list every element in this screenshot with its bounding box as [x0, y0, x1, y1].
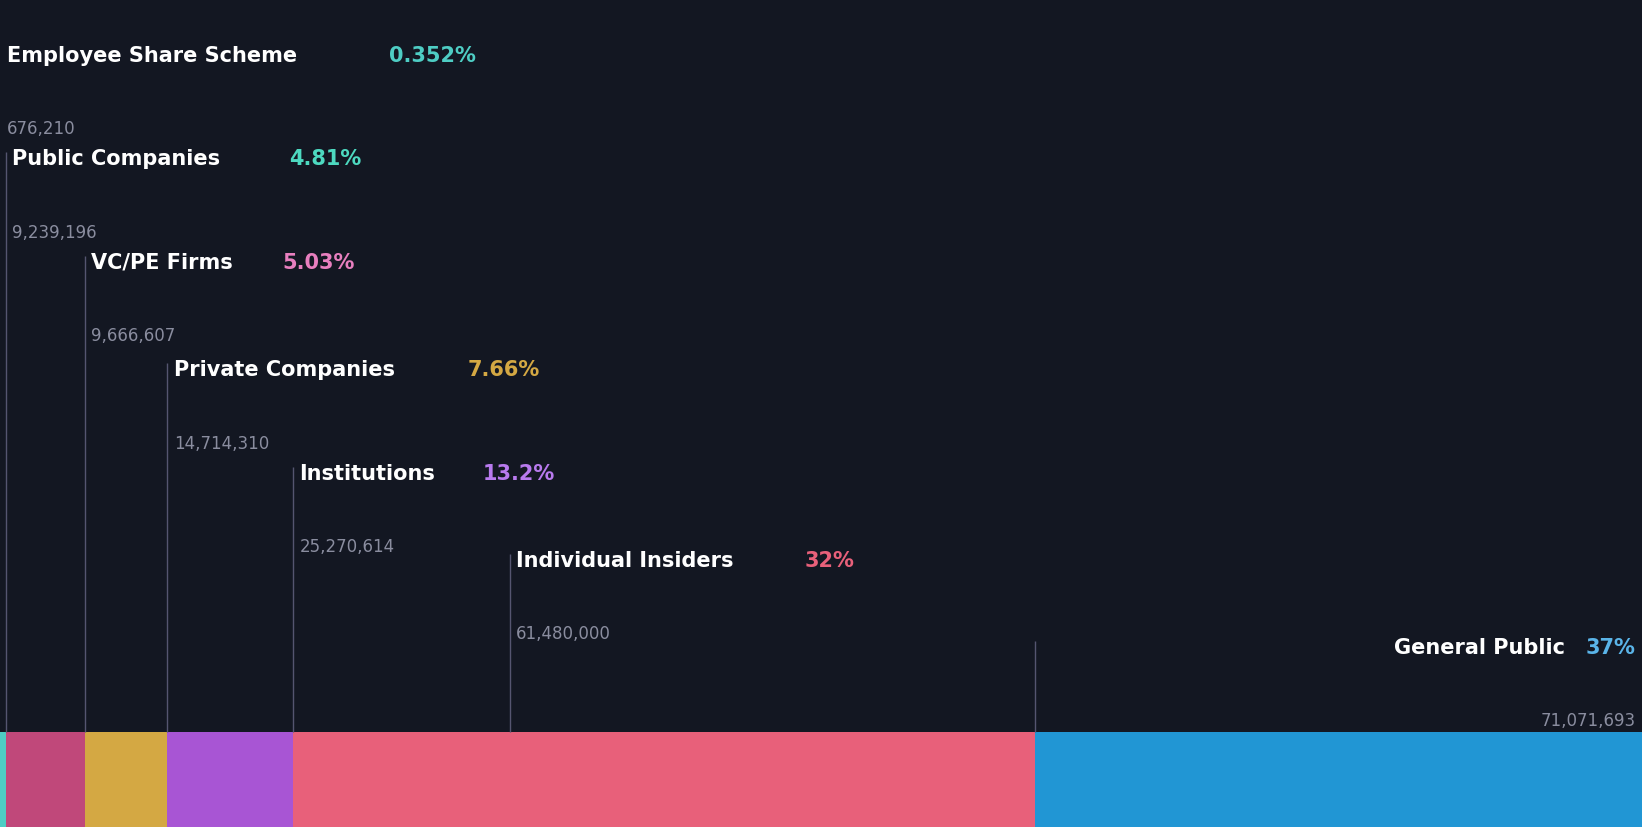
Text: 32%: 32% [805, 550, 855, 570]
Bar [7, 732, 85, 827]
Text: Private Companies: Private Companies [174, 360, 394, 380]
Bar [509, 732, 1034, 827]
Bar [167, 732, 292, 827]
Bar [292, 732, 509, 827]
Text: Individual Insiders: Individual Insiders [516, 550, 734, 570]
Text: 0.352%: 0.352% [389, 45, 476, 65]
Text: 14,714,310: 14,714,310 [174, 434, 269, 452]
Text: 9,239,196: 9,239,196 [13, 223, 97, 241]
Text: 71,071,693: 71,071,693 [1540, 711, 1635, 729]
Text: 5.03%: 5.03% [282, 252, 355, 272]
Text: 9,666,607: 9,666,607 [92, 327, 176, 345]
Bar [0, 732, 7, 827]
Text: Employee Share Scheme: Employee Share Scheme [7, 45, 297, 65]
Text: Institutions: Institutions [299, 463, 435, 483]
Text: 25,270,614: 25,270,614 [299, 538, 394, 556]
Text: 13.2%: 13.2% [483, 463, 555, 483]
Bar [85, 732, 167, 827]
Text: 37%: 37% [1586, 637, 1635, 657]
Text: 61,480,000: 61,480,000 [516, 624, 611, 643]
Text: 7.66%: 7.66% [468, 360, 540, 380]
Text: 676,210: 676,210 [7, 120, 76, 138]
Text: General Public: General Public [1394, 637, 1565, 657]
Text: 4.81%: 4.81% [289, 149, 361, 169]
Text: Public Companies: Public Companies [13, 149, 220, 169]
Text: VC/PE Firms: VC/PE Firms [92, 252, 233, 272]
Bar [1034, 732, 1642, 827]
